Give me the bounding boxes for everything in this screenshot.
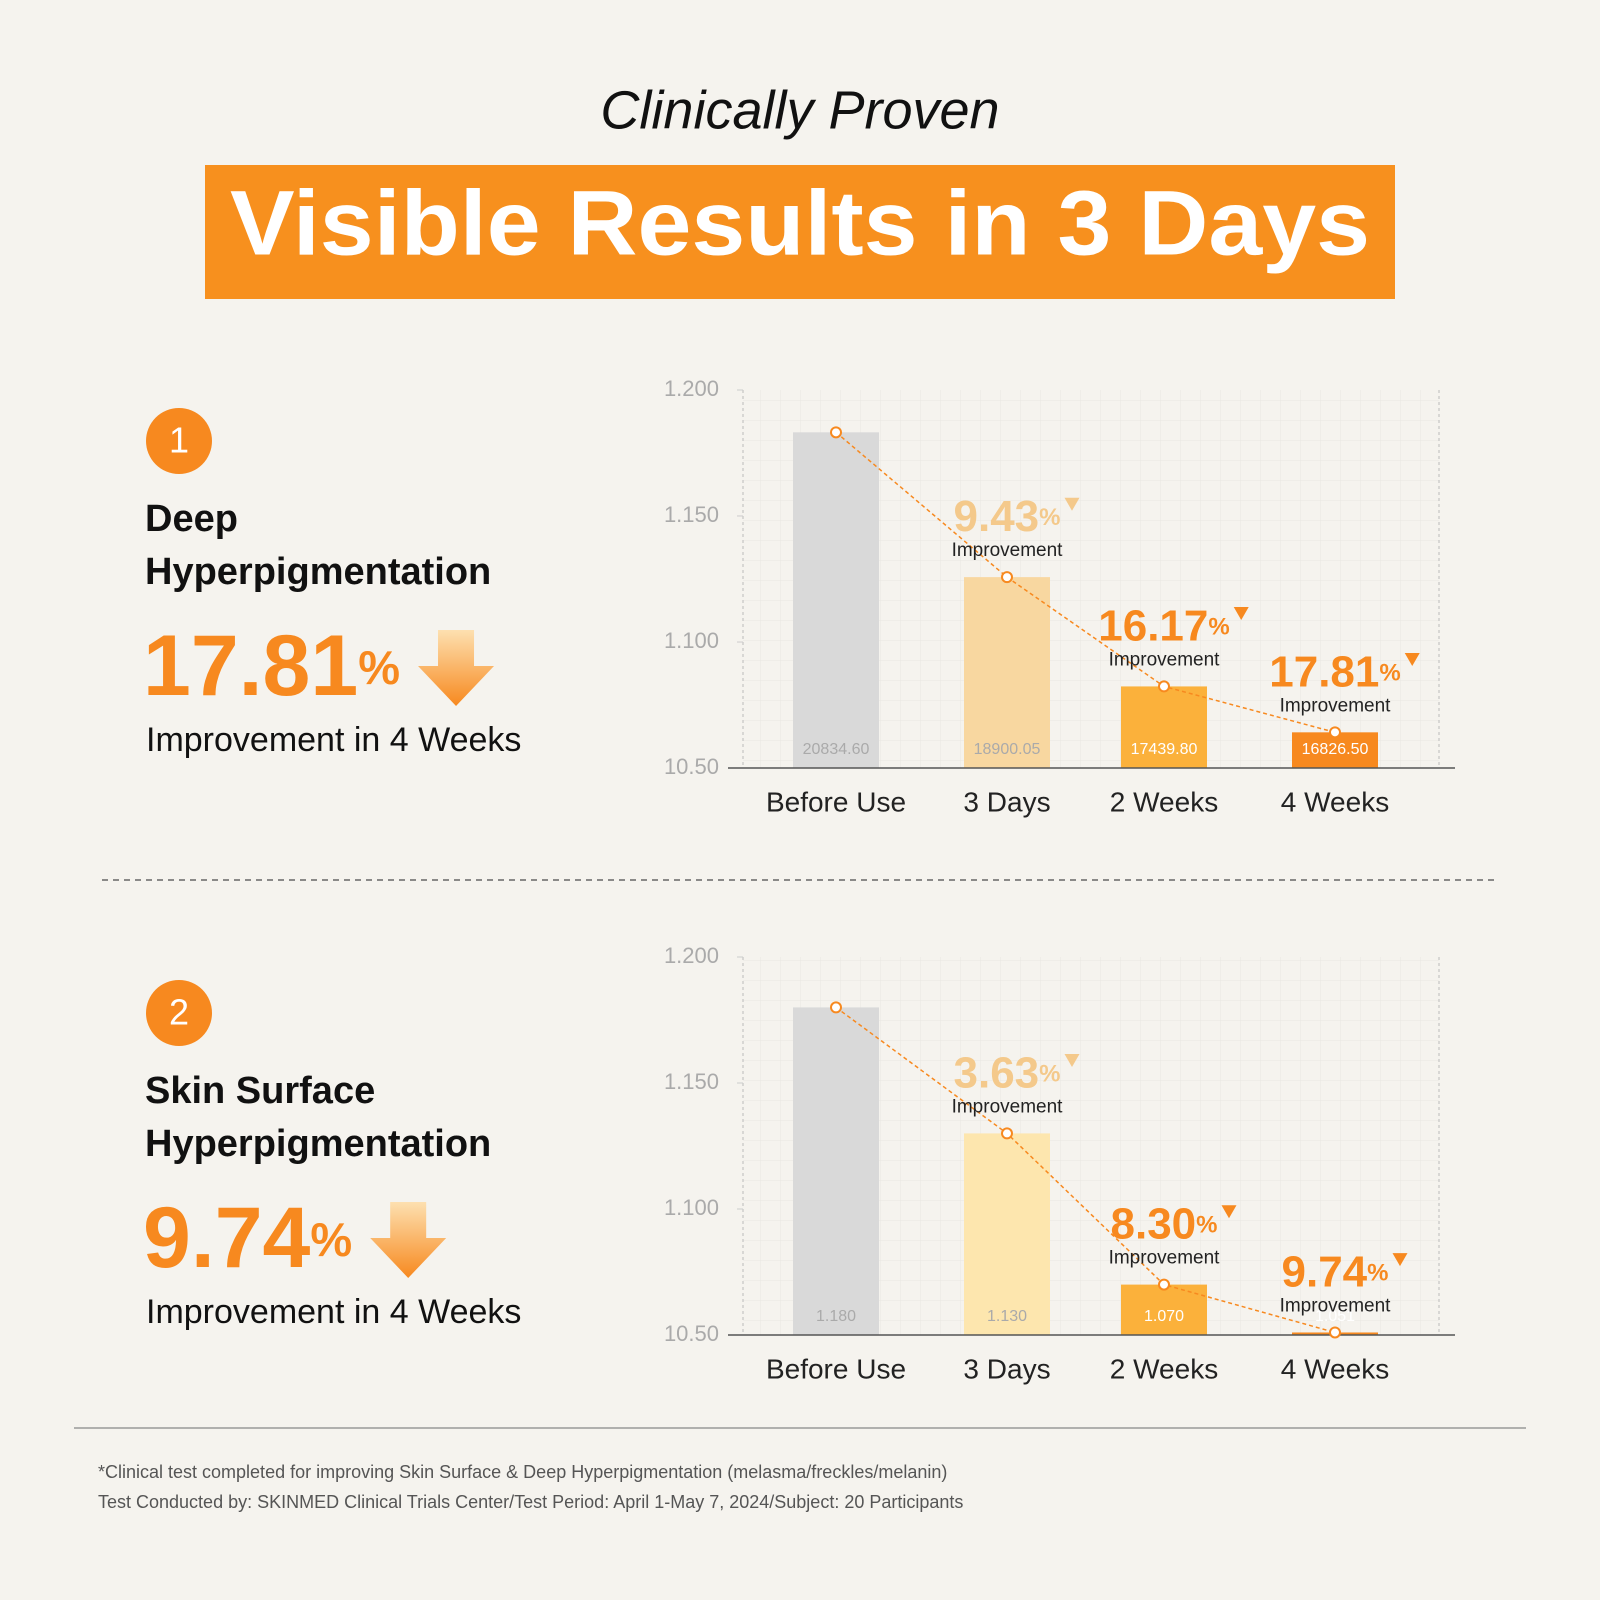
trend-marker	[1001, 1127, 1013, 1140]
x-tick-label: Before Use	[766, 1353, 906, 1384]
improvement-triangle	[1221, 1205, 1237, 1219]
x-tick-label: 3 Days	[963, 786, 1050, 817]
improvement-label: Improvement	[1280, 1295, 1392, 1316]
improvement-percent: 8.30%	[1111, 1199, 1218, 1248]
subtitle: Clinically Proven	[600, 80, 999, 140]
y-tick-label: 1.150	[664, 502, 719, 527]
improvement-percent-unit: %	[1196, 1212, 1217, 1239]
x-tick-label: Before Use	[766, 786, 906, 817]
improvement-label: Improvement	[952, 1096, 1064, 1117]
bar-value-label: 1.051	[1315, 1308, 1355, 1325]
improvement-percent: 9.74%	[1282, 1247, 1389, 1296]
bar-value-label: 1.130	[987, 1308, 1027, 1325]
improvement-percent-number: 17.81	[1269, 647, 1379, 696]
trend-marker	[830, 1001, 842, 1014]
trend-line	[835, 1006, 1336, 1334]
bar-value-label: 16826.50	[1302, 741, 1369, 758]
section-title: Skin Surface	[145, 1070, 375, 1112]
section-title: Deep	[145, 498, 238, 540]
stat-unit: %	[310, 1213, 352, 1266]
trend-marker	[1329, 726, 1341, 739]
title-banner	[205, 165, 1395, 299]
improvement-label: Improvement	[1109, 649, 1221, 670]
y-tick-label: 1.150	[664, 1069, 719, 1094]
stat-number: 17.81	[143, 618, 358, 714]
trend-marker	[1001, 571, 1013, 584]
section-number: 1	[169, 420, 189, 461]
improvement-percent: 3.63%	[954, 1048, 1061, 1097]
improvement-percent-unit: %	[1367, 1260, 1388, 1287]
section-badge	[146, 980, 212, 1046]
trend-marker	[1329, 1326, 1341, 1339]
bar	[793, 432, 879, 768]
bar	[1121, 686, 1207, 768]
improvement-percent: 16.17%	[1098, 601, 1229, 650]
trend-marker	[1158, 680, 1170, 693]
bar	[964, 577, 1050, 768]
stat: 17.81%	[143, 618, 400, 714]
x-tick-label: 3 Days	[963, 1353, 1050, 1384]
footnote: Test Conducted by: SKINMED Clinical Tria…	[98, 1492, 963, 1512]
down-arrow-icon	[370, 1202, 447, 1278]
improvement-percent-number: 16.17	[1098, 601, 1208, 650]
bar-value-label: 18900.05	[974, 741, 1041, 758]
improvement-percent-unit: %	[1039, 1061, 1060, 1088]
improvement-percent-number: 3.63	[954, 1048, 1040, 1097]
stat-unit: %	[358, 641, 400, 694]
improvement-triangle	[1233, 607, 1249, 621]
x-tick-label: 2 Weeks	[1110, 1353, 1218, 1384]
improvement-percent-unit: %	[1379, 660, 1400, 687]
section-title: Hyperpigmentation	[145, 1123, 491, 1165]
bar-value-label: 1.180	[816, 1308, 856, 1325]
x-tick-label: 4 Weeks	[1281, 1353, 1389, 1384]
bar	[1121, 1284, 1207, 1335]
bar	[964, 1133, 1050, 1335]
footnote: *Clinical test completed for improving S…	[98, 1462, 947, 1482]
improvement-triangle	[1064, 1054, 1080, 1068]
stat-caption: Improvement in 4 Weeks	[146, 721, 521, 759]
improvement-percent-number: 9.74	[1282, 1247, 1368, 1296]
improvement-label: Improvement	[1280, 695, 1392, 716]
y-tick-label: 1.200	[664, 943, 719, 968]
x-tick-label: 4 Weeks	[1281, 786, 1389, 817]
stat-caption: Improvement in 4 Weeks	[146, 1293, 521, 1331]
improvement-percent-number: 9.43	[954, 492, 1040, 541]
trend-marker	[1158, 1278, 1170, 1291]
improvement-triangle	[1392, 1253, 1408, 1267]
improvement-label: Improvement	[952, 540, 1064, 561]
improvement-triangle	[1064, 497, 1080, 511]
bar	[793, 1007, 879, 1335]
y-tick-label: 1.100	[664, 1195, 719, 1220]
bar-value-label: 1.070	[1144, 1308, 1184, 1325]
section-number: 2	[169, 992, 189, 1033]
bar-value-label: 20834.60	[803, 741, 870, 758]
improvement-triangle	[1404, 652, 1420, 666]
trend-line	[835, 431, 1336, 734]
y-tick-label: 1.100	[664, 628, 719, 653]
improvement-percent-unit: %	[1039, 504, 1060, 531]
bar-value-label: 17439.80	[1131, 741, 1198, 758]
stat: 9.74%	[143, 1190, 352, 1286]
y-tick-label: 10.50	[664, 754, 719, 779]
down-arrow-icon	[418, 630, 495, 706]
y-tick-label: 10.50	[664, 1321, 719, 1346]
improvement-percent-number: 8.30	[1111, 1199, 1197, 1248]
y-tick-label: 1.200	[664, 376, 719, 401]
trend-marker	[830, 426, 842, 439]
improvement-percent-unit: %	[1208, 614, 1229, 641]
section-title: Hyperpigmentation	[145, 551, 491, 593]
x-tick-label: 2 Weeks	[1110, 786, 1218, 817]
stat-number: 9.74	[143, 1190, 311, 1286]
improvement-label: Improvement	[1109, 1248, 1221, 1269]
improvement-percent: 17.81%	[1269, 647, 1400, 696]
section-badge	[146, 408, 212, 474]
title: Visible Results in 3 Days	[230, 172, 1370, 274]
improvement-percent: 9.43%	[954, 492, 1061, 541]
